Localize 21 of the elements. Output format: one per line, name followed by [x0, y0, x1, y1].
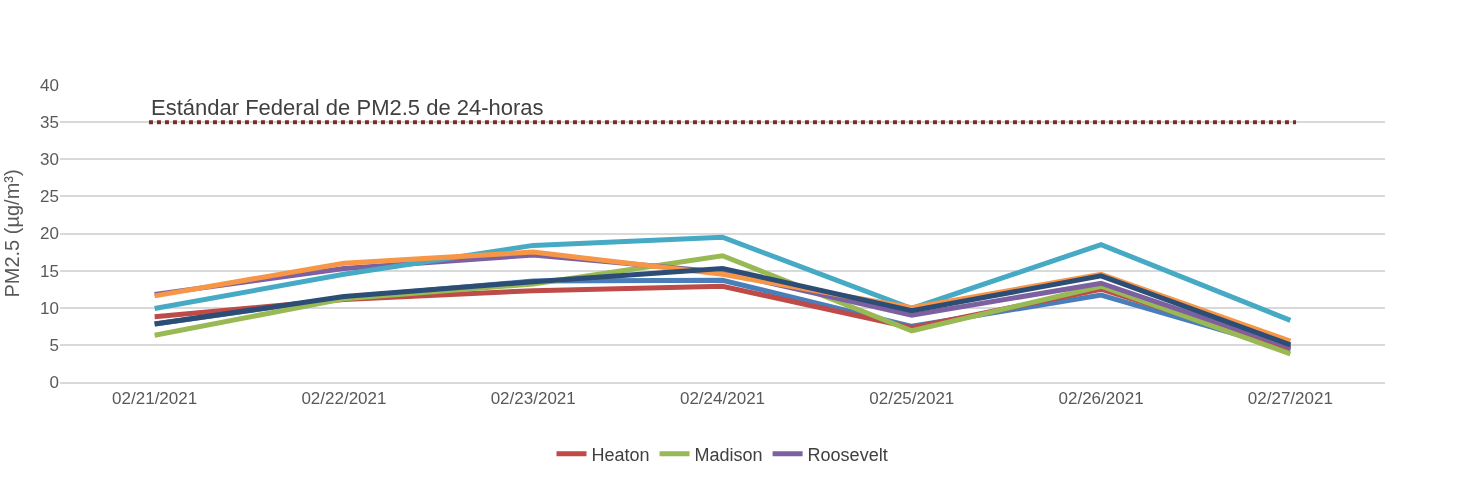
y-tick-label: 35 — [40, 113, 59, 133]
y-axis-title: PM2.5 (µg/m³) — [0, 169, 23, 298]
x-tick-label: 02/26/2021 — [1058, 389, 1144, 409]
legend-label: Roosevelt — [807, 444, 888, 465]
y-tick-label: 0 — [49, 372, 59, 392]
y-tick-label: 10 — [40, 298, 59, 318]
y-tick-label: 30 — [40, 150, 59, 170]
y-tick-label: 5 — [49, 335, 59, 355]
y-tick-label: 40 — [40, 75, 59, 95]
x-tick-label: 02/24/2021 — [679, 389, 766, 409]
x-tick-label: 02/25/2021 — [869, 389, 955, 409]
y-tick-label: 15 — [40, 261, 59, 281]
x-tick-label: 02/23/2021 — [490, 389, 576, 409]
ref-line-label: Estándar Federal de PM2.5 de 24-horas — [151, 95, 544, 120]
x-tick-label: 02/27/2021 — [1247, 389, 1333, 409]
x-tick-label: 02/21/2021 — [112, 389, 198, 409]
x-tick-label: 02/22/2021 — [301, 389, 387, 409]
legend-label: Heaton — [591, 444, 650, 465]
y-tick-label: 20 — [40, 224, 59, 244]
legend-label: Madison — [694, 444, 763, 465]
y-tick-label: 25 — [40, 187, 59, 207]
